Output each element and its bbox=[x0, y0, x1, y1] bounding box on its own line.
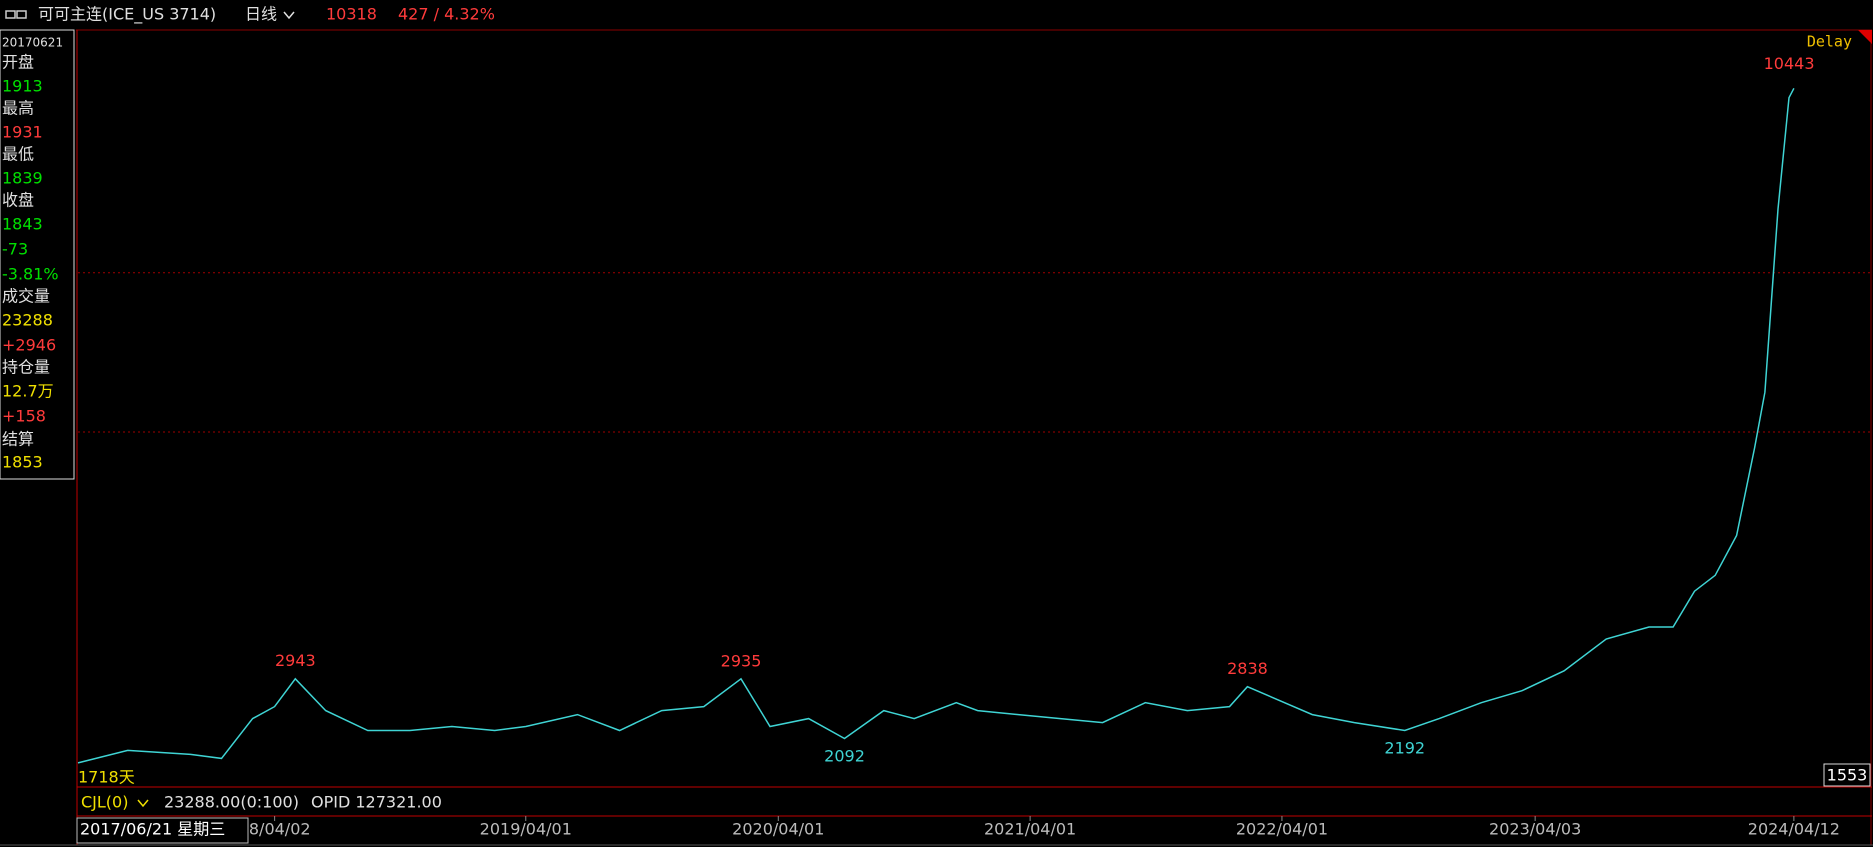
panel-row: +2946 bbox=[2, 336, 56, 355]
price-box bbox=[1823, 763, 1871, 787]
opid: OPID 127321.00 bbox=[311, 793, 442, 812]
panel-row: 1853 bbox=[2, 453, 43, 472]
indicator[interactable]: CJL(0) bbox=[81, 793, 128, 812]
panel-row: -3.81% bbox=[2, 265, 59, 284]
price-line bbox=[77, 87, 1795, 764]
x-tick-label: 2022/04/01 bbox=[1236, 820, 1328, 839]
chevron[interactable] bbox=[137, 799, 149, 808]
panel-row: +158 bbox=[2, 407, 46, 426]
panel-border bbox=[0, 29, 75, 480]
extreme-label: 10443 bbox=[1764, 54, 1815, 73]
x-axis: 18/04/02 2019/04/01 2020/04/01 2021/04/01 20… bbox=[239, 816, 1840, 839]
extreme-label: 2192 bbox=[1384, 739, 1425, 758]
panel-row: 1839 bbox=[2, 169, 43, 188]
x-tick-label: 2019/04/01 bbox=[480, 820, 572, 839]
link-icon bbox=[5, 10, 16, 19]
corner-marker bbox=[1858, 30, 1872, 44]
period[interactable]: 日线 bbox=[245, 5, 277, 24]
panel-row: 持仓量 bbox=[2, 358, 50, 377]
extreme-label: 2092 bbox=[824, 747, 865, 766]
x-tick-label: 18/04/02 bbox=[239, 820, 311, 839]
x-tick-label: 2023/04/03 bbox=[1489, 820, 1581, 839]
plot: 2943 2935 2092 2838 2192 10443 bbox=[77, 54, 1870, 766]
info-panel: 20170621 开盘 1913 最高 1931 最低 1839 收盘 1843 -73 -3.8… bbox=[0, 29, 75, 480]
symbol[interactable]: 可可主连(ICE_US 3714) bbox=[38, 5, 216, 25]
toolbar: 可可主连(ICE_US 3714) 日线 10318 427 / 4.32% bbox=[5, 5, 495, 25]
x-tick-label: 2021/04/01 bbox=[984, 820, 1076, 839]
extreme-label: 2943 bbox=[275, 651, 316, 670]
cursor-box bbox=[76, 817, 249, 844]
panel-row: 23288 bbox=[2, 311, 53, 330]
panel-row: 开盘 bbox=[2, 53, 34, 72]
panel-row: 1931 bbox=[2, 123, 43, 142]
x-tick-label: 2020/04/01 bbox=[732, 820, 824, 839]
panel-row: 成交量 bbox=[2, 287, 50, 306]
last-price: 10318 bbox=[326, 5, 377, 24]
panel-row: 12.7万 bbox=[2, 382, 54, 401]
panel-row: 1843 bbox=[2, 215, 43, 234]
price-box-label: 1553 bbox=[1827, 766, 1868, 785]
change: 427 / 4.32% bbox=[398, 5, 495, 24]
panel-date: 20170621 bbox=[2, 36, 63, 50]
link-icon bbox=[16, 10, 27, 19]
x-tick-label: 2024/04/12 bbox=[1748, 820, 1840, 839]
extreme-label: 2838 bbox=[1227, 659, 1268, 678]
panel-row: 结算 bbox=[2, 430, 34, 449]
cursor-label-group: 2017/06/21 星期三 bbox=[76, 817, 249, 844]
chevron[interactable] bbox=[283, 11, 295, 20]
cursor-date: 2017/06/21 星期三 bbox=[80, 820, 225, 839]
panel-row: 1913 bbox=[2, 77, 43, 96]
day-count: 1718天 bbox=[78, 768, 135, 787]
panel-row: 收盘 bbox=[2, 191, 34, 210]
panel-row: 最高 bbox=[2, 99, 34, 118]
delay: Delay bbox=[1807, 33, 1852, 51]
volume: 23288.00(0:100) bbox=[164, 793, 299, 812]
panel-row: 最低 bbox=[2, 145, 34, 164]
panel-row: -73 bbox=[2, 240, 28, 259]
extreme-label: 2935 bbox=[721, 651, 762, 670]
